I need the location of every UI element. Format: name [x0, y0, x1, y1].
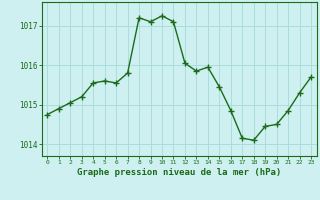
X-axis label: Graphe pression niveau de la mer (hPa): Graphe pression niveau de la mer (hPa)	[77, 168, 281, 177]
